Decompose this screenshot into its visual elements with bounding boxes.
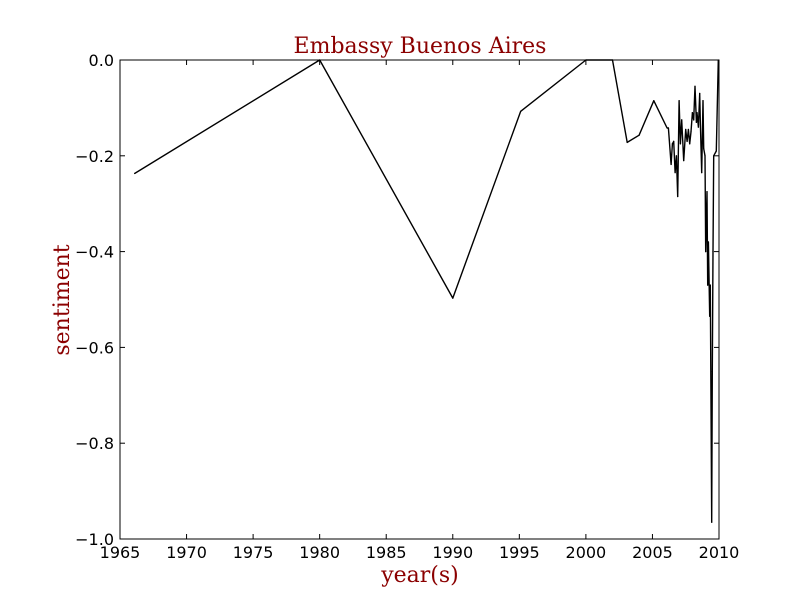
data-point [711, 370, 713, 372]
data-point [611, 59, 614, 61]
chart-title: Embassy Buenos Aires [294, 34, 547, 59]
x-tick-label: 2000 [566, 543, 607, 562]
data-point [681, 119, 683, 121]
data-point [685, 128, 687, 131]
data-point [671, 143, 674, 145]
data-point [675, 155, 678, 157]
y-tick-label: −0.4 [75, 243, 114, 262]
data-point [683, 160, 685, 162]
data-point [712, 251, 714, 253]
x-tick-label: 1965 [100, 543, 141, 562]
y-tick-label: −1.0 [75, 530, 114, 549]
data-point [699, 124, 702, 126]
plot-frame [119, 59, 720, 540]
x-tick-label: 1980 [299, 543, 340, 562]
x-tick-label: 1985 [366, 543, 407, 562]
data-point [696, 112, 698, 114]
data-point [670, 163, 672, 165]
y-tick-label: −0.2 [75, 147, 114, 166]
y-tick-label: 0.0 [89, 51, 114, 70]
data-point [702, 100, 704, 102]
data-point [452, 297, 454, 299]
data-point [707, 284, 709, 286]
y-tick-label: −0.6 [75, 338, 114, 357]
data-point [697, 126, 700, 128]
data-point [689, 143, 691, 145]
data-point [699, 92, 701, 95]
data-point [638, 134, 640, 136]
y-tick-label: −0.8 [75, 434, 114, 453]
data-point [709, 315, 711, 317]
ticks: 1965 1970 1975 1980 1985 1990 1995 2000 2005 2010… [75, 51, 739, 562]
data-point [667, 127, 670, 129]
data-point [134, 172, 136, 175]
data-point [673, 140, 675, 142]
data-point [678, 100, 680, 102]
data-point [691, 112, 694, 114]
data-point [677, 195, 679, 198]
data-point [711, 521, 713, 523]
data-point [701, 172, 703, 174]
data-point [690, 131, 692, 133]
plot-area [119, 59, 720, 540]
data-point [707, 241, 710, 243]
x-tick-label: 1970 [166, 543, 207, 562]
x-tick-label: 1975 [233, 543, 274, 562]
data-point [709, 284, 711, 286]
data-point [520, 110, 522, 112]
data-point [695, 121, 698, 123]
x-tick-label: 2010 [699, 543, 740, 562]
data-point [693, 119, 695, 121]
data-point [715, 150, 717, 152]
data-point [705, 251, 707, 253]
x-tick-label: 1995 [499, 543, 540, 562]
data-point [679, 143, 682, 145]
series-line-0 [134, 59, 719, 523]
data-point [666, 127, 668, 129]
data-point [694, 85, 696, 87]
data-point [706, 191, 708, 193]
y-axis-title: sentiment [50, 244, 75, 355]
data-point [704, 155, 706, 157]
data-point [626, 141, 628, 143]
data-point [653, 100, 655, 102]
x-tick-label: 1990 [432, 543, 473, 562]
data-point [703, 148, 705, 150]
data-point [687, 128, 690, 131]
x-tick-label: 2005 [632, 543, 673, 562]
data-point [686, 140, 688, 142]
x-axis-title: year(s) [380, 563, 459, 588]
data-point [674, 172, 676, 174]
